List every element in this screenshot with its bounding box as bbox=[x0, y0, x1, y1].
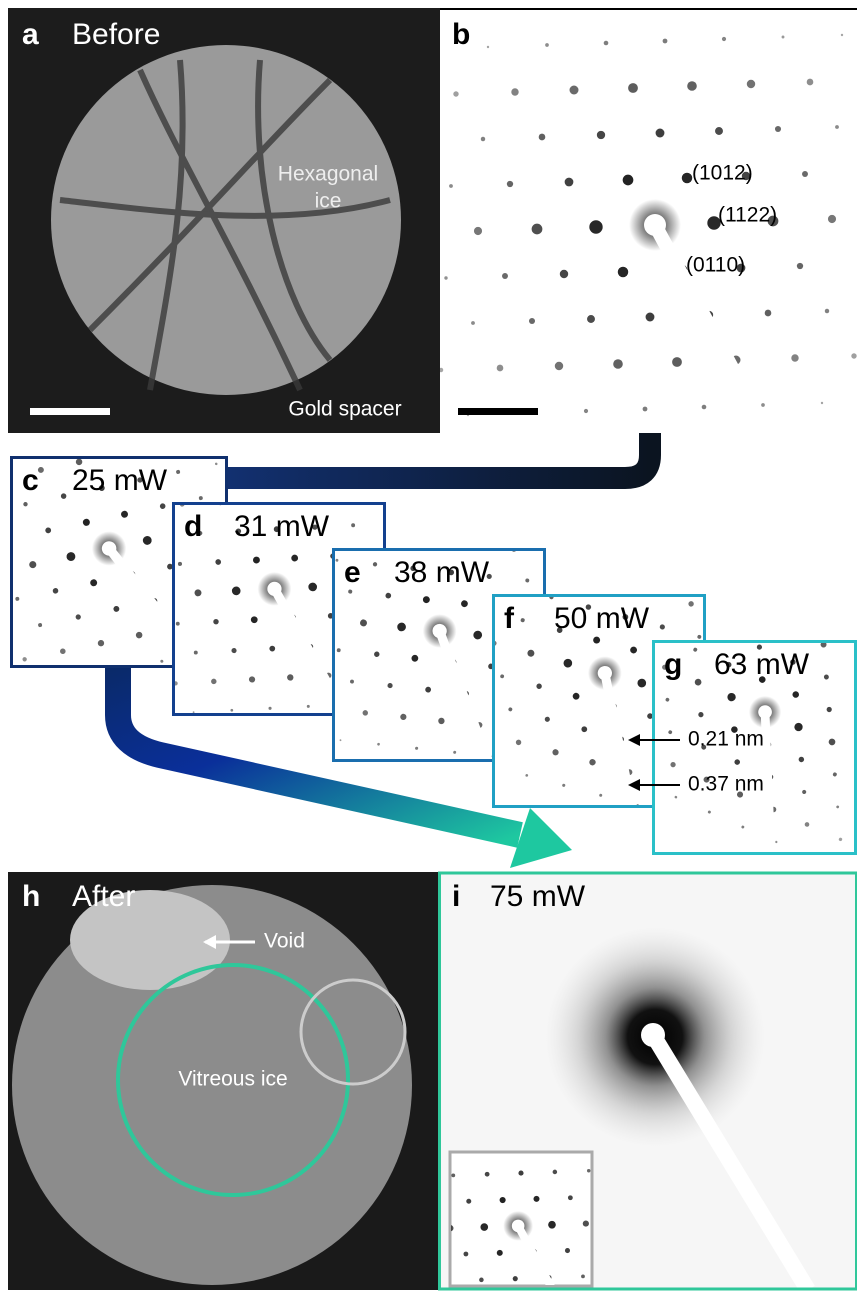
panel-letter: f bbox=[504, 602, 515, 635]
annotation: (0110) bbox=[686, 254, 745, 277]
annotation: (1012) bbox=[692, 162, 753, 185]
annotation: Gold spacer bbox=[288, 398, 401, 421]
annotation: Vitreous ice bbox=[178, 1068, 287, 1091]
annotation: (1122) bbox=[718, 204, 777, 227]
panel-title: 38 mW bbox=[394, 556, 490, 589]
scale-bar bbox=[30, 408, 110, 415]
panel-letter: a bbox=[22, 18, 39, 51]
panel-letter: e bbox=[344, 556, 361, 589]
panel-letter: g bbox=[664, 648, 682, 681]
panel-title: 50 mW bbox=[554, 602, 650, 635]
panel-title: 75 mW bbox=[490, 880, 586, 913]
panel-letter: i bbox=[452, 880, 460, 913]
panel-title: 31 mW bbox=[234, 510, 330, 543]
annotation: Void bbox=[264, 930, 305, 953]
connector bbox=[228, 433, 650, 478]
annotation: 0.21 nm bbox=[688, 728, 764, 751]
annotation: ice bbox=[315, 190, 342, 213]
panel-letter: c bbox=[22, 464, 39, 497]
figure: a Before Hexagonal ice Gold spacer b (10… bbox=[0, 0, 857, 1298]
panel-title: After bbox=[72, 880, 135, 913]
ice-disc bbox=[51, 45, 401, 395]
panel-letter: d bbox=[184, 510, 202, 543]
panel-title: 25 mW bbox=[72, 464, 168, 497]
panel-title: 63 mW bbox=[714, 648, 810, 681]
diffraction-panel bbox=[394, 872, 857, 1298]
scale-bar bbox=[458, 408, 538, 415]
panel-letter: b bbox=[452, 18, 470, 51]
annotation: 0.37 nm bbox=[688, 773, 764, 796]
panel-letter: h bbox=[22, 880, 40, 913]
diffraction-panel bbox=[439, 0, 857, 438]
panel-title: Before bbox=[72, 18, 160, 51]
page: a Before Hexagonal ice Gold spacer b (10… bbox=[0, 0, 857, 1298]
annotation: Hexagonal bbox=[278, 163, 378, 186]
beam-stop bbox=[641, 1023, 665, 1047]
